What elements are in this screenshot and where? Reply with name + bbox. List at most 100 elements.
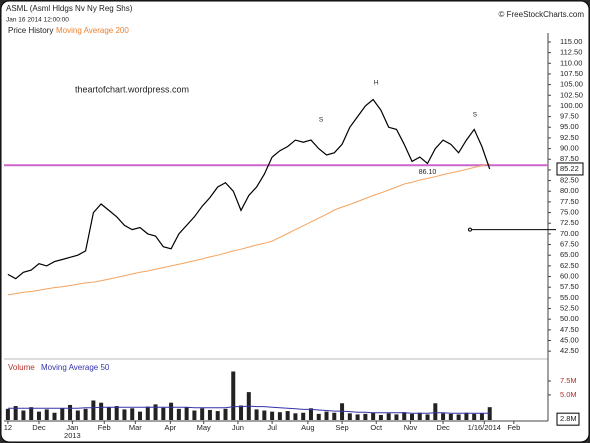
chart-subtitle: Jan 16 2014 12:00:00: [6, 17, 69, 24]
line-chart_data-1-series-1: [7, 405, 490, 414]
y-tick-label: 65.00: [560, 250, 579, 259]
x-tick-label: Feb: [98, 423, 111, 432]
y-tick-label: 102.50: [560, 90, 583, 99]
volume-bar: [153, 404, 158, 420]
volume-bar: [425, 414, 430, 420]
volume-bar: [410, 413, 414, 420]
volume-bar: [262, 410, 267, 420]
annotation: S: [473, 112, 478, 119]
volume-bar: [472, 413, 477, 420]
volume-bar: [324, 411, 329, 420]
volume-bar: [340, 403, 345, 420]
last-volume-box: [556, 412, 580, 426]
volume-bar: [487, 407, 492, 420]
volume-bar: [239, 405, 244, 420]
volume-bar: [13, 406, 18, 420]
y-tick-label: 70.00: [560, 229, 579, 238]
volume-bar: [386, 413, 391, 420]
volume-bar: [60, 408, 65, 420]
y-tick-label: 5.0M: [560, 390, 577, 399]
volume-bar: [184, 407, 189, 420]
legend-price: Price History: [8, 26, 53, 35]
legend-volume: Volume: [8, 363, 35, 372]
x-tick-label: Sep: [335, 423, 348, 432]
volume-bar: [277, 412, 282, 420]
x-tick-label: Jan: [66, 423, 78, 432]
x-tick-label: Oct: [370, 423, 383, 432]
volume-bar: [355, 414, 360, 420]
volume-bar: [5, 408, 10, 420]
y-tick-label: 52.50: [560, 304, 579, 313]
volume-bar: [223, 408, 228, 420]
volume-bar: [215, 411, 220, 420]
volume-bar: [231, 371, 236, 420]
volume-bar: [114, 406, 119, 420]
volume-bar: [347, 413, 352, 420]
x-tick-label: May: [197, 423, 211, 432]
volume-bar: [68, 404, 73, 420]
year-label: 2013: [64, 431, 81, 440]
volume-bar: [316, 413, 321, 420]
volume-bar: [176, 408, 181, 420]
x-tick-label: 1/16/2014: [468, 423, 501, 432]
y-tick-label: 42.50: [560, 346, 579, 355]
volume-bar: [254, 409, 259, 420]
y-tick-label: 110.00: [560, 58, 582, 67]
volume-bar: [448, 413, 453, 420]
y-tick-label: 105.00: [560, 80, 583, 89]
legend-ma50: Moving Average 50: [41, 363, 110, 372]
x-tick-label: Mar: [129, 423, 142, 432]
volume-bar: [200, 408, 205, 420]
volume-bar: [332, 412, 337, 420]
x-tick-label: Jul: [267, 423, 277, 432]
x-tick-label: Jun: [232, 423, 244, 432]
volume-bar: [36, 411, 41, 420]
y-tick-label: 87.50: [560, 154, 579, 163]
last-price-box: [556, 162, 584, 176]
y-tick-label: 55.00: [560, 293, 579, 302]
volume-bar: [464, 412, 469, 420]
y-tick-label: 75.00: [560, 208, 579, 217]
y-tick-label: 57.50: [560, 282, 579, 291]
volume-bar: [301, 412, 306, 420]
y-tick-label: 90.00: [560, 144, 579, 153]
volume-bar: [130, 408, 135, 420]
volume-bar: [91, 400, 96, 420]
y-tick-label: 67.50: [560, 240, 579, 249]
volume-bar: [402, 412, 407, 420]
y-tick-label: 47.50: [560, 325, 579, 334]
support-label: 86.10: [419, 169, 437, 176]
y-tick-label: 60.00: [560, 272, 579, 281]
chart-title: ASML (Asml Hldgs Nv Ny Reg Shs): [6, 4, 133, 13]
x-tick-label: Aug: [301, 423, 314, 432]
y-tick-label: 92.50: [560, 133, 579, 142]
y-tick-label: 45.00: [560, 335, 579, 344]
x-tick-label: Nov: [404, 423, 418, 432]
y-tick-label: 100.00: [560, 101, 583, 110]
volume-bar: [192, 410, 197, 420]
volume-bar: [456, 414, 461, 420]
volume-bar: [169, 402, 174, 420]
volume-bar: [44, 409, 49, 420]
y-tick-label: 72.50: [560, 218, 579, 227]
volume-bar: [122, 409, 127, 420]
volume-bar: [83, 408, 88, 420]
last-price: 85.22: [560, 164, 579, 173]
volume-bar: [161, 407, 166, 420]
y-tick-label: 115.00: [560, 37, 582, 46]
volume-bar: [433, 403, 438, 420]
volume-bar: [441, 413, 446, 420]
volume-bar: [394, 414, 399, 420]
volume-bar: [371, 412, 376, 420]
volume-bar: [293, 413, 298, 420]
volume-bar: [378, 414, 383, 420]
volume-bar: [285, 411, 290, 420]
volume-bar: [106, 407, 111, 420]
last-volume: 2.8M: [560, 414, 577, 423]
y-tick-label: 80.00: [560, 186, 579, 195]
volume-bar: [207, 409, 212, 420]
x-tick-label: Dec: [32, 423, 46, 432]
volume-bar: [145, 406, 150, 420]
volume-bar: [308, 408, 313, 420]
watermark: theartofchart.wordpress.com: [75, 84, 189, 94]
